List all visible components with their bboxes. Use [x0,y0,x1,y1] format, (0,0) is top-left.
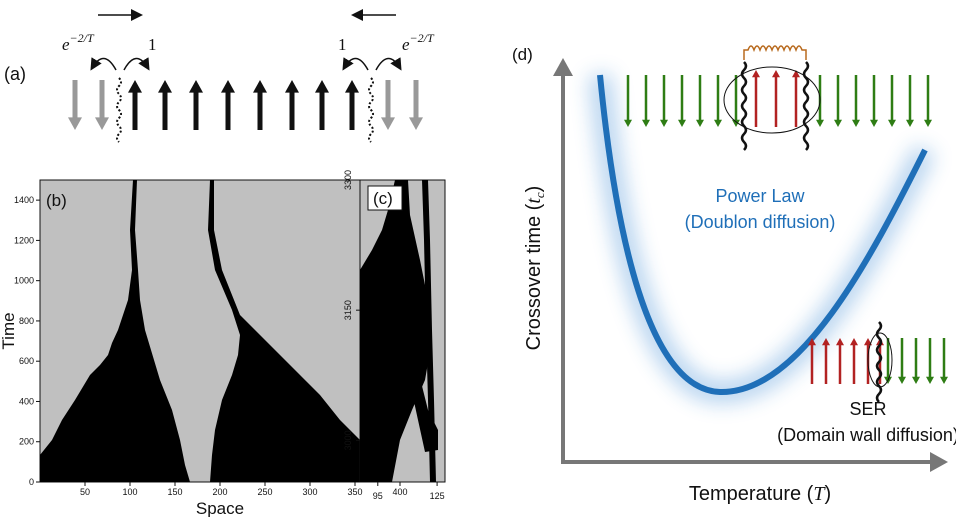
region-subtitle: (Domain wall diffusion) [777,425,956,445]
spin-head [870,119,878,127]
panel-label: (b) [46,191,67,210]
spin-head [221,80,235,93]
panel-d: (d) Crossover time (tc) Temperature (T) … [512,45,956,505]
domain-wall [740,61,748,151]
region-title: SER [849,399,886,419]
spin-head [253,80,267,93]
panel-label: (c) [373,189,393,208]
rate-label: 1 [338,35,347,54]
spin-head [696,119,704,127]
x-tick-label: 200 [212,487,227,497]
spin-head [940,376,948,384]
spin-head [772,70,780,78]
spin-head [660,119,668,127]
spin-head [924,119,932,127]
x-tick-label: 150 [167,487,182,497]
spin-head [158,80,172,93]
x-axis-label: Space [196,499,244,517]
domain [360,180,432,482]
y-tick-label: 400 [19,396,34,406]
x-tick-label: 50 [80,487,90,497]
axis-head [930,452,948,472]
spin-head [678,119,686,127]
domain [40,180,190,482]
y-axis-label: Crossover time (tc) [523,186,547,351]
spin-head [732,119,740,127]
domain [422,180,436,482]
x-tick-label: 100 [122,487,137,497]
domain [208,180,400,482]
spin-head [850,338,858,346]
spin-head [95,117,109,130]
domain-wall [116,77,122,143]
spin-head [642,119,650,127]
rate-label: e−2/T [402,31,435,54]
spin-head [345,80,359,93]
spin-head [315,80,329,93]
spin-head [752,70,760,78]
y-tick-label: 600 [19,356,34,366]
x-axis-label: Temperature (T) [689,483,831,505]
spin-head [624,119,632,127]
domain [405,360,438,452]
spin-head [912,376,920,384]
region-title: Power Law [715,186,805,206]
spin-head [852,119,860,127]
rate-label: 1 [148,35,157,54]
domain-wall [368,77,374,143]
axis-head [553,58,573,76]
spin-head [898,376,906,384]
spin-head [836,338,844,346]
spin-head [816,119,824,127]
y-tick-label: 0 [29,477,34,487]
spin-head [68,117,82,130]
y-tick-label: 1000 [14,276,34,286]
x-tick-label: 350 [347,487,362,497]
x-tick-label: 250 [257,487,272,497]
y-tick-label: 800 [19,316,34,326]
y-tick-label: 200 [19,437,34,447]
y-tick-label: 1400 [14,195,34,205]
rate-label: e−2/T [62,31,95,54]
spin-head [888,119,896,127]
panel-c: 95 125 3000 3150 3300 (c) [343,170,446,501]
x-tick-label: 300 [302,487,317,497]
panel-label: (a) [4,64,26,84]
hop-arrow [90,57,117,71]
x-tick-label: 125 [430,491,445,501]
spin-head [808,338,816,346]
domain-wall [802,61,810,151]
spring [743,45,807,60]
x-tick-label: 400 [392,487,407,497]
hop-arrow [342,57,369,71]
panel-b: 50 100 150 200 250 300 350 400 0 200 400 600 800 1000… [0,179,408,517]
spin-head [714,119,722,127]
panel-label: (d) [512,45,533,64]
spin-head [409,117,423,130]
spin-head [128,80,142,93]
hop-arrow [375,57,402,71]
spin-head [834,119,842,127]
spin-head [906,119,914,127]
y-tick-label: 3150 [343,300,353,320]
spin-head [285,80,299,93]
hop-arrow [123,57,150,71]
y-tick-label: 3300 [343,170,353,190]
crossover-curve [597,74,928,396]
region-subtitle: (Doublon diffusion) [685,212,836,232]
label-box [367,185,403,211]
domain-wall [875,321,883,403]
spin-head [189,80,203,93]
spin-head [792,70,800,78]
y-tick-label: 1200 [14,235,34,245]
spin-head [381,117,395,130]
spin-chain [68,77,423,143]
spin-head [822,338,830,346]
x-tick-label: 95 [373,491,383,501]
spin-head [926,376,934,384]
y-tick-label: 3000 [343,430,353,450]
cluster-ring [723,66,821,134]
y-axis-label: Time [0,312,18,349]
